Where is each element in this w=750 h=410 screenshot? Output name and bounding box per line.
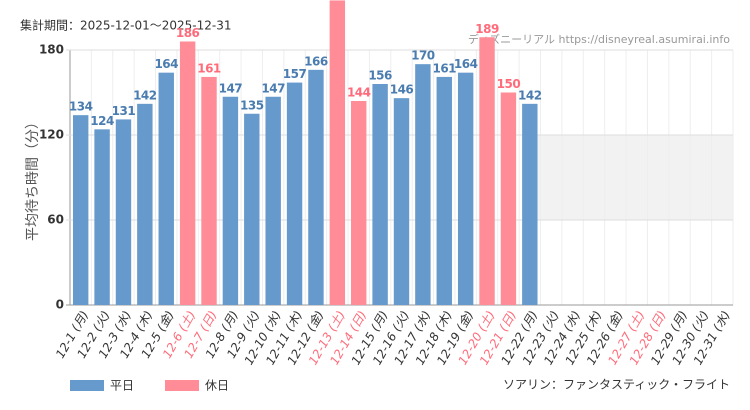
bar [94, 129, 110, 305]
bar [436, 76, 452, 306]
value-label: 147 [261, 81, 285, 95]
bar [286, 82, 303, 305]
bar [244, 113, 260, 305]
value-label: 124 [90, 114, 114, 128]
value-label: 186 [176, 26, 200, 40]
bar [415, 64, 431, 306]
y-tick-label: 0 [56, 298, 64, 312]
value-label: 142 [518, 88, 542, 102]
value-label: 147 [219, 81, 243, 95]
y-axis-label: 平均待ち時間（分） [25, 115, 41, 241]
bar [372, 84, 388, 305]
bar [457, 72, 474, 306]
bar [179, 41, 196, 305]
value-label: 170 [411, 49, 435, 63]
bar [265, 96, 281, 305]
y-tick-label: 120 [39, 128, 64, 142]
value-label: 146 [390, 83, 414, 97]
value-label: 189 [475, 22, 499, 36]
legend-swatch [70, 380, 104, 391]
bar [522, 103, 538, 305]
chart-title: 集計期間：2025-12-01～2025-12-31 [20, 18, 231, 33]
value-label: 161 [432, 61, 456, 75]
y-tick-label: 60 [47, 213, 64, 227]
value-label: 157 [283, 67, 307, 81]
value-label: 164 [454, 57, 478, 71]
attraction: ソアリン：ファンタスティック・フライト [503, 378, 730, 392]
value-label: 156 [368, 69, 392, 83]
bar [158, 72, 174, 306]
bar [479, 37, 495, 305]
bar [329, 0, 346, 306]
bar [308, 69, 324, 305]
bar [393, 98, 410, 306]
value-label: 142 [133, 88, 157, 102]
value-label: 150 [497, 77, 521, 91]
bar [222, 96, 239, 305]
source: ディズニーリアル https://disneyreal.asumirai.inf… [468, 32, 730, 46]
y-tick-label: 180 [39, 43, 64, 57]
legend-label: 平日 [110, 379, 134, 393]
value-label: 135 [240, 98, 264, 112]
legend-label: 休日 [205, 379, 229, 393]
value-label: 161 [197, 61, 221, 75]
value-label: 144 [347, 86, 371, 100]
bar [72, 115, 89, 306]
bar [500, 92, 517, 305]
value-label: 134 [69, 100, 93, 114]
bar [115, 119, 132, 306]
value-label: 164 [154, 57, 178, 71]
shaded-band [537, 135, 733, 220]
bar [351, 101, 367, 305]
bar [201, 76, 217, 306]
bar [137, 103, 153, 305]
value-label: 166 [304, 54, 328, 68]
legend-swatch [165, 380, 199, 391]
value-label: 131 [112, 104, 136, 118]
